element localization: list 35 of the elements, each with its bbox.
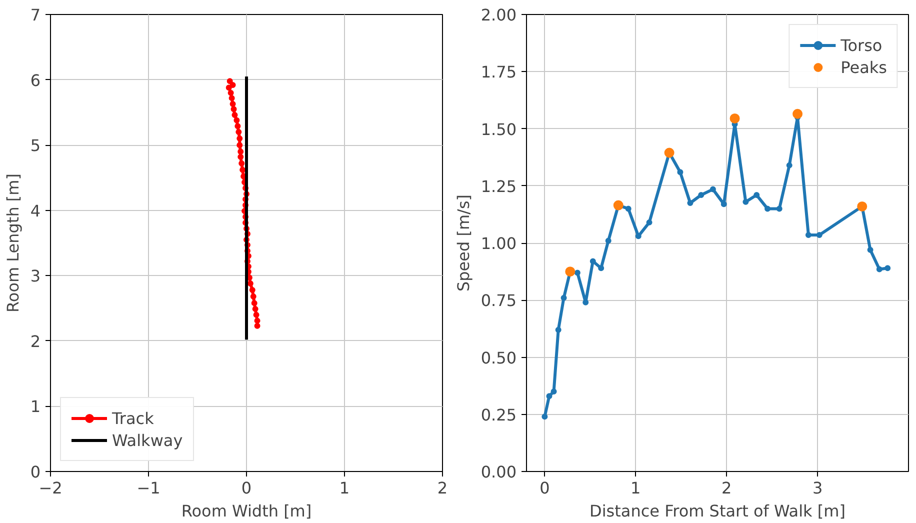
point xyxy=(730,113,740,124)
y-tick-label: 0.00 xyxy=(480,462,516,482)
y-tick-label: 3 xyxy=(30,266,41,286)
x-tick-label: 1 xyxy=(339,478,350,498)
x-axis-title: Distance From Start of Walk [m] xyxy=(590,502,846,520)
y-axis-title: Room Length [m] xyxy=(3,173,22,312)
y-axis-title: Speed [m/s] xyxy=(454,194,473,292)
legend-label: Torso xyxy=(840,36,882,54)
x-tick-label: −1 xyxy=(136,478,160,498)
x-tick-label: 2 xyxy=(437,478,448,498)
x-tick-label: 0 xyxy=(540,478,550,498)
y-tick-label: 2.00 xyxy=(480,6,516,24)
y-tick-label: 1.25 xyxy=(480,176,516,196)
y-tick-label: 7 xyxy=(30,6,41,24)
y-tick-label: 6 xyxy=(30,70,41,90)
x-tick-label: 0 xyxy=(241,478,252,498)
x-tick-label: 3 xyxy=(812,478,823,498)
y-tick-label: 5 xyxy=(30,136,41,156)
y-tick-label: 1.50 xyxy=(480,120,516,139)
legend-label: Peaks xyxy=(840,58,887,76)
y-tick-label: 0 xyxy=(30,462,41,482)
y-tick-label: 0.50 xyxy=(480,348,516,368)
y-tick-label: 1.75 xyxy=(480,62,516,82)
x-axis-title: Room Width [m] xyxy=(181,502,312,520)
x-tick-label: −2 xyxy=(38,478,62,498)
y-tick-label: 1 xyxy=(30,397,41,416)
y-tick-label: 4 xyxy=(30,201,41,220)
x-tick-label: 2 xyxy=(722,478,732,498)
y-tick-label: 0.25 xyxy=(480,405,516,424)
x-tick-label: 1 xyxy=(630,478,641,498)
y-tick-label: 2 xyxy=(30,332,41,351)
y-tick-label: 1.00 xyxy=(480,234,516,253)
y-tick-label: 0.75 xyxy=(480,291,516,310)
legend-label: Track xyxy=(112,408,154,428)
legend-label: Walkway xyxy=(112,430,183,450)
